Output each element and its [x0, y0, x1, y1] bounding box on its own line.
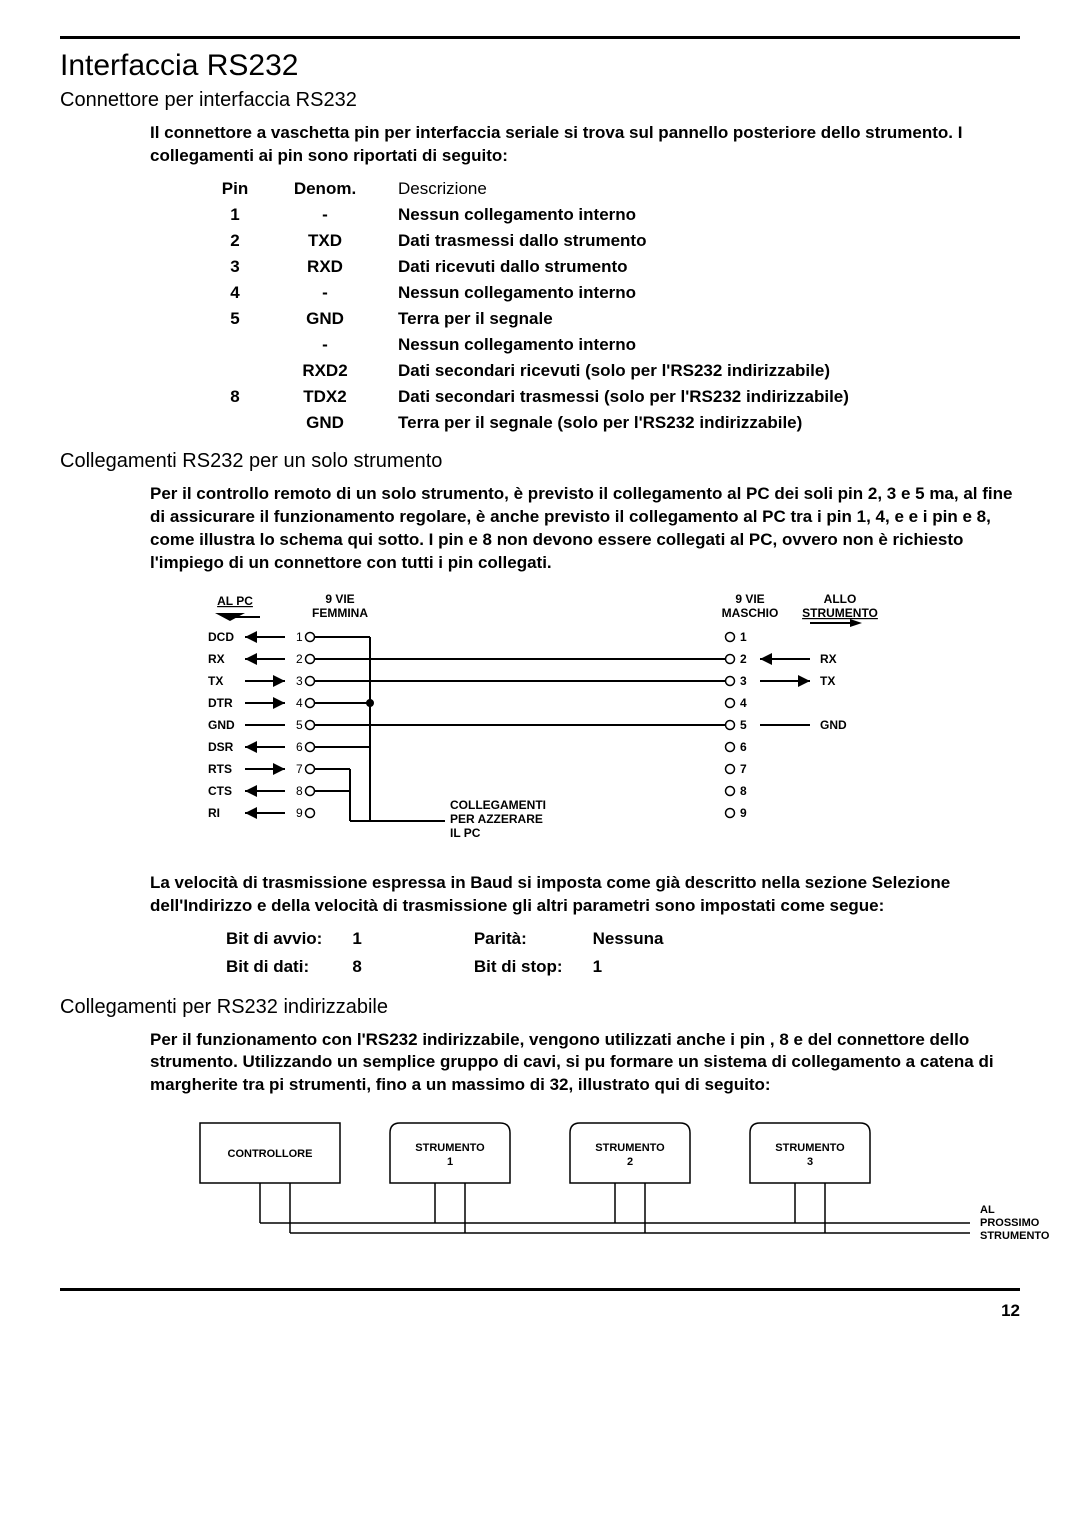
svg-text:3: 3	[807, 1156, 813, 1168]
svg-text:GND: GND	[820, 718, 847, 732]
svg-text:FEMMINA: FEMMINA	[312, 606, 368, 620]
pin-table: Pin Denom. Descrizione 1-Nessun collegam…	[200, 176, 867, 436]
table-row: -Nessun collegamento interno	[200, 332, 867, 358]
svg-text:ALLO: ALLO	[824, 592, 857, 606]
param-table: Bit di avvio: 1 Parità: Nessuna Bit di d…	[210, 924, 679, 982]
svg-text:3: 3	[740, 674, 747, 688]
svg-text:2: 2	[627, 1156, 633, 1168]
data-value: 8	[338, 954, 375, 980]
section-single-heading: Collegamenti RS232 per un solo strumento	[60, 450, 1020, 473]
svg-text:RTS: RTS	[208, 762, 232, 776]
svg-text:6: 6	[296, 740, 303, 754]
svg-text:9 VIE: 9 VIE	[325, 592, 354, 606]
svg-text:6: 6	[740, 740, 747, 754]
svg-text:STRUMENTO: STRUMENTO	[980, 1230, 1050, 1242]
svg-text:DTR: DTR	[208, 696, 233, 710]
svg-text:DCD: DCD	[208, 630, 234, 644]
svg-text:1: 1	[296, 630, 303, 644]
table-row: 2TXDDati trasmessi dallo strumento	[200, 228, 867, 254]
table-row: 5GNDTerra per il segnale	[200, 306, 867, 332]
page-number: 12	[60, 1301, 1020, 1321]
svg-text:TX: TX	[208, 674, 223, 688]
svg-text:1: 1	[447, 1156, 453, 1168]
wiring-diagram: AL PC 9 VIE FEMMINA 9 VIE MASCHIO ALLO S…	[190, 591, 1020, 856]
svg-text:9 VIE: 9 VIE	[735, 592, 764, 606]
daisy-chain-diagram: CONTROLLORE STRUMENTO 1 STRUMENTO 2 STRU…	[190, 1113, 1020, 1268]
svg-text:PER AZZERARE: PER AZZERARE	[450, 812, 543, 826]
svg-text:CONTROLLORE: CONTROLLORE	[228, 1148, 313, 1160]
svg-text:2: 2	[740, 652, 747, 666]
svg-text:IL PC: IL PC	[450, 826, 481, 840]
svg-text:4: 4	[740, 696, 747, 710]
svg-text:2: 2	[296, 652, 303, 666]
svg-text:COLLEGAMENTI: COLLEGAMENTI	[450, 798, 546, 812]
top-rule	[60, 36, 1020, 39]
section-connector-heading: Connettore per interfaccia RS232	[60, 89, 1020, 112]
svg-text:RX: RX	[208, 652, 225, 666]
svg-text:8: 8	[296, 784, 303, 798]
svg-text:STRUMENTO: STRUMENTO	[415, 1142, 485, 1154]
addr-text: Per il funzionamento con l'RS232 indiriz…	[150, 1029, 1020, 1098]
svg-text:PROSSIMO: PROSSIMO	[980, 1217, 1040, 1229]
stop-label: Bit di stop:	[460, 954, 577, 980]
parity-label: Parità:	[460, 926, 577, 952]
svg-text:MASCHIO: MASCHIO	[722, 606, 779, 620]
table-row: 8TDX2Dati secondari trasmessi (solo per …	[200, 384, 867, 410]
section-addr-heading: Collegamenti per RS232 indirizzabile	[60, 996, 1020, 1019]
svg-text:7: 7	[740, 762, 747, 776]
data-label: Bit di dati:	[212, 954, 336, 980]
svg-text:STRUMENTO: STRUMENTO	[595, 1142, 665, 1154]
svg-text:5: 5	[296, 718, 303, 732]
intro-text: Il connettore a vaschetta pin per interf…	[150, 122, 1020, 168]
svg-text:4: 4	[296, 696, 303, 710]
svg-text:RI: RI	[208, 806, 220, 820]
table-row: 4-Nessun collegamento interno	[200, 280, 867, 306]
svg-text:RX: RX	[820, 652, 837, 666]
svg-text:AL: AL	[980, 1204, 995, 1216]
th-pin: Pin	[200, 176, 270, 202]
page-title: Interfaccia RS232	[60, 49, 1020, 83]
svg-text:8: 8	[740, 784, 747, 798]
svg-text:3: 3	[296, 674, 303, 688]
table-row: GNDTerra per il segnale (solo per l'RS23…	[200, 410, 867, 436]
svg-text:STRUMENTO: STRUMENTO	[775, 1142, 845, 1154]
svg-text:7: 7	[296, 762, 303, 776]
table-row: 3RXDDati ricevuti dallo strumento	[200, 254, 867, 280]
table-row: RXD2Dati secondari ricevuti (solo per l'…	[200, 358, 867, 384]
svg-text:DSR: DSR	[208, 740, 234, 754]
svg-text:CTS: CTS	[208, 784, 232, 798]
stop-value: 1	[579, 954, 678, 980]
single-text: Per il controllo remoto di un solo strum…	[150, 483, 1020, 575]
table-row: 1-Nessun collegamento interno	[200, 202, 867, 228]
svg-text:5: 5	[740, 718, 747, 732]
start-value: 1	[338, 926, 375, 952]
svg-text:1: 1	[740, 630, 747, 644]
th-denom: Denom.	[270, 176, 380, 202]
table-header-row: Pin Denom. Descrizione	[200, 176, 867, 202]
start-label: Bit di avvio:	[212, 926, 336, 952]
svg-text:STRUMENTO: STRUMENTO	[802, 606, 878, 620]
th-desc: Descrizione	[380, 176, 867, 202]
svg-text:9: 9	[740, 806, 747, 820]
svg-text:GND: GND	[208, 718, 235, 732]
svg-text:AL PC: AL PC	[217, 594, 253, 608]
parity-value: Nessuna	[579, 926, 678, 952]
bottom-rule	[60, 1288, 1020, 1291]
svg-text:TX: TX	[820, 674, 835, 688]
baud-text: La velocità di trasmissione espressa in …	[150, 872, 1020, 918]
svg-text:9: 9	[296, 806, 303, 820]
